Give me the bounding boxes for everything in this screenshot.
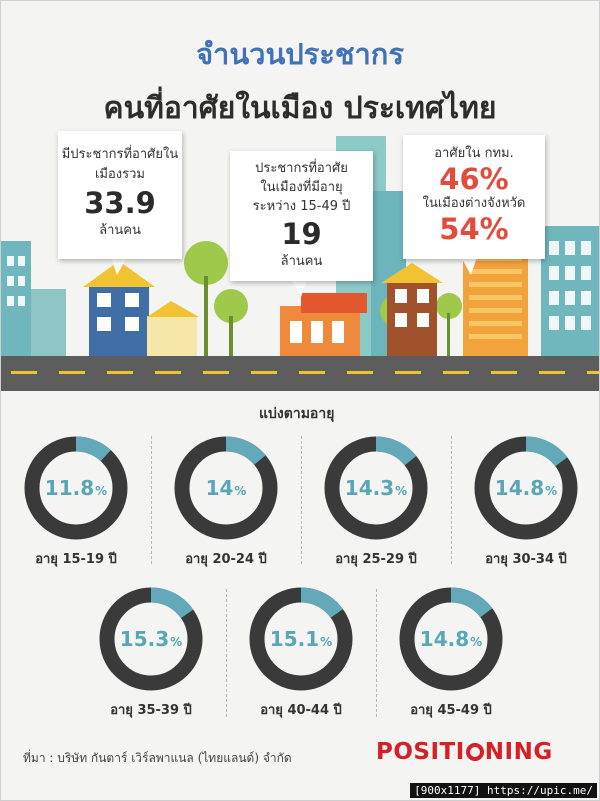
- donut-value: 14.3%: [324, 436, 428, 540]
- positioning-logo: POSITI NING: [376, 739, 553, 765]
- donut-value-number: 15.1: [269, 627, 320, 651]
- donut-value: 15.3%: [99, 587, 203, 691]
- donut-value-number: 15.3: [119, 627, 170, 651]
- age-group-label: อายุ 15-19 ปี: [35, 552, 117, 567]
- donut-value-unit: %: [470, 635, 483, 649]
- divider: [226, 589, 227, 717]
- divider: [151, 436, 152, 564]
- age-group-label: อายุ 40-44 ปี: [260, 703, 342, 718]
- card-unit: ล้านคน: [99, 223, 141, 238]
- age-donut-chart: 14.3%: [324, 436, 428, 540]
- age-15-49-card: ประชากรที่อาศัย ในเมืองที่มีอายุ ระหว่าง…: [230, 151, 373, 281]
- province-label: ในเมืองต่างจังหวัด: [422, 196, 526, 211]
- age-section-heading: แบ่งตามอายุ: [259, 406, 335, 422]
- card-unit: ล้านคน: [280, 254, 323, 269]
- page-subtitle: คนที่อาศัยในเมือง ประเทศไทย: [103, 91, 497, 126]
- card-value: 19: [281, 217, 322, 251]
- age-donut-chart: 11.8%: [24, 436, 128, 540]
- donut-ring: [99, 587, 203, 691]
- donut-ring: [24, 436, 128, 540]
- donut-value-number: 14: [205, 476, 234, 500]
- donut-segment: [399, 587, 503, 691]
- bangkok-value: 46%: [439, 162, 509, 196]
- logo-o-ring-icon: [465, 743, 484, 761]
- donut-value: 11.8%: [24, 436, 128, 540]
- divider: [376, 589, 377, 717]
- bangkok-label: อาศัยใน กทม.: [434, 146, 514, 161]
- card-text: ประชากรที่อาศัย: [255, 161, 348, 176]
- card-value: 33.9: [84, 186, 156, 220]
- donut-segment: [324, 436, 428, 540]
- card-text: มีประชากรที่อาศัยใน: [61, 147, 179, 162]
- city-illustration: [1, 136, 599, 391]
- donut-segment: [474, 436, 578, 540]
- logo-text: NING: [484, 739, 553, 765]
- page-title: จำนวนประชากร: [196, 37, 404, 71]
- donut-ring: [249, 587, 353, 691]
- province-value: 54%: [439, 212, 509, 246]
- card-text: เมืองรวม: [94, 167, 146, 182]
- donut-segment: [249, 587, 353, 691]
- donut-value-unit: %: [395, 484, 408, 498]
- donut-ring: [474, 436, 578, 540]
- donut-value-unit: %: [234, 484, 247, 498]
- donut-value: 15.1%: [249, 587, 353, 691]
- donut-ring: [324, 436, 428, 540]
- divider: [301, 436, 302, 564]
- age-group-label: อายุ 45-49 ปี: [410, 703, 492, 718]
- location-split-card: อาศัยใน กทม. 46% ในเมืองต่างจังหวัด 54%: [403, 135, 545, 259]
- donut-value-unit: %: [320, 635, 333, 649]
- logo-text: POSITI: [376, 739, 465, 765]
- age-donut-chart: 14%: [174, 436, 278, 540]
- age-group-label: อายุ 35-39 ปี: [110, 703, 192, 718]
- donut-value-unit: %: [545, 484, 558, 498]
- donut-value-number: 14.8: [494, 476, 545, 500]
- age-group-label: อายุ 20-24 ปี: [185, 552, 267, 567]
- donut-segment: [99, 587, 203, 691]
- age-donut-chart: 15.3%: [99, 587, 203, 691]
- donut-segment: [174, 436, 278, 540]
- donut-value-number: 11.8: [44, 476, 95, 500]
- age-group-label: อายุ 30-34 ปี: [485, 552, 567, 567]
- divider: [451, 436, 452, 564]
- card-text: ระหว่าง 15-49 ปี: [252, 199, 351, 214]
- age-donut-chart: 14.8%: [474, 436, 578, 540]
- donut-value-unit: %: [170, 635, 183, 649]
- total-population-card: มีประชากรที่อาศัยใน เมืองรวม 33.9 ล้านคน: [58, 131, 182, 259]
- source-note: ที่มา : บริษัท กันตาร์ เวิร์ลพาแนล (ไทยแ…: [23, 751, 292, 765]
- card-text: ในเมืองที่มีอายุ: [260, 180, 343, 195]
- donut-value-unit: %: [95, 484, 108, 498]
- age-donut-chart: 14.8%: [399, 587, 503, 691]
- donut-value: 14.8%: [399, 587, 503, 691]
- image-credit: [900x1177] https://upic.me/: [410, 783, 597, 798]
- donut-value: 14%: [174, 436, 278, 540]
- donut-value-number: 14.3: [344, 476, 395, 500]
- age-donut-chart: 15.1%: [249, 587, 353, 691]
- age-group-label: อายุ 25-29 ปี: [335, 552, 417, 567]
- donut-value: 14.8%: [474, 436, 578, 540]
- donut-segment: [24, 436, 128, 540]
- donut-ring: [174, 436, 278, 540]
- donut-ring: [399, 587, 503, 691]
- donut-value-number: 14.8: [419, 627, 470, 651]
